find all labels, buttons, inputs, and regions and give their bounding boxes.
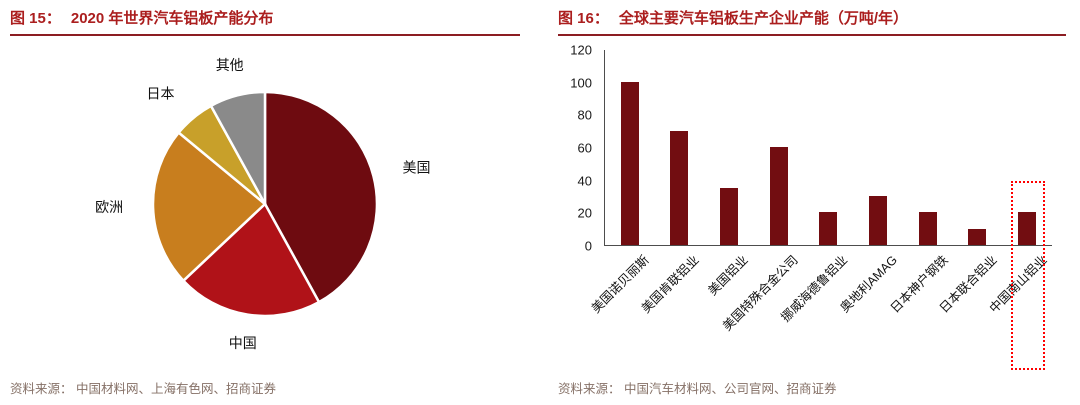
figure-15-source: 资料来源： 中国材料网、上海有色网、招商证券 bbox=[10, 376, 520, 397]
bar-chart-plot bbox=[604, 50, 1052, 246]
figure-15-heading: 2020 年世界汽车铝板产能分布 bbox=[70, 10, 274, 27]
bar bbox=[869, 196, 888, 245]
pie-slice-label: 美国 bbox=[403, 159, 431, 175]
pie-chart-area: 美国中国 欧洲 日本 其他 bbox=[10, 36, 520, 376]
figure-15-number: 图 15： bbox=[10, 10, 61, 27]
bar-chart-y-axis: 0 20 40 60 80 100 120 bbox=[558, 36, 600, 376]
bar bbox=[968, 228, 987, 245]
figure-15-source-text: 资料来源： 中国材料网、上海有色网、招商证券 bbox=[10, 382, 276, 396]
bar bbox=[769, 147, 788, 245]
x-axis-label: 美国铝业 bbox=[705, 252, 752, 299]
y-axis-tick: 120 bbox=[570, 42, 592, 58]
y-axis-tick: 80 bbox=[577, 107, 592, 123]
y-axis-tick: 40 bbox=[577, 173, 592, 189]
pie-slice bbox=[151, 130, 267, 283]
bar bbox=[620, 81, 639, 245]
y-axis-tick: 20 bbox=[577, 205, 592, 221]
figure-16-title: 图 16： 全球主要汽车铝板生产企业产能（万吨/年） bbox=[558, 10, 1066, 36]
bar bbox=[720, 187, 739, 245]
pie-slice-label: 欧洲 bbox=[95, 199, 123, 215]
figure-16-heading: 全球主要汽车铝板生产企业产能（万吨/年） bbox=[618, 10, 909, 27]
bar bbox=[670, 130, 689, 245]
bar-chart: 0 20 40 60 80 100 120 美国诺贝丽斯 美国肯联铝业 美国铝业 美国特殊合金公司… bbox=[558, 36, 1066, 376]
bar bbox=[819, 212, 838, 245]
figure-16-panel: 图 16： 全球主要汽车铝板生产企业产能（万吨/年） 0 20 40 60 80 100 12… bbox=[540, 0, 1080, 405]
figure-16-source-text: 资料来源： 中国汽车材料网、公司官网、招商证券 bbox=[558, 382, 837, 396]
pie-slice bbox=[209, 90, 267, 205]
pie-slice-label: 其他 bbox=[216, 57, 244, 73]
bar bbox=[918, 212, 937, 245]
figure-16-source: 资料来源： 中国汽车材料网、公司官网、招商证券 bbox=[558, 376, 1066, 397]
figure-15-title: 图 15： 2020 年世界汽车铝板产能分布 bbox=[10, 10, 520, 36]
y-axis-tick: 60 bbox=[577, 140, 592, 156]
pie-slice-label: 中国 bbox=[229, 335, 257, 351]
y-axis-tick: 100 bbox=[570, 75, 592, 91]
bar bbox=[1018, 212, 1037, 245]
pie-slice-label: 日本 bbox=[147, 85, 175, 101]
pie-slice bbox=[263, 90, 379, 304]
pie-slice bbox=[181, 201, 321, 318]
bar-chart-x-labels: 美国诺贝丽斯 美国肯联铝业 美国铝业 美国特殊合金公司 挪威海德鲁铝业 奥地利AMAG 日本… bbox=[589, 248, 1052, 376]
bar-chart-area: 0 20 40 60 80 100 120 美国诺贝丽斯 美国肯联铝业 美国铝业 美国特殊合金公司… bbox=[558, 36, 1066, 376]
y-axis-tick: 0 bbox=[584, 238, 592, 254]
figure-16-number: 图 16： bbox=[558, 10, 609, 27]
figure-15-panel: 图 15： 2020 年世界汽车铝板产能分布 美国中国 欧洲 日本 其他 资料来源： 中… bbox=[10, 10, 520, 397]
